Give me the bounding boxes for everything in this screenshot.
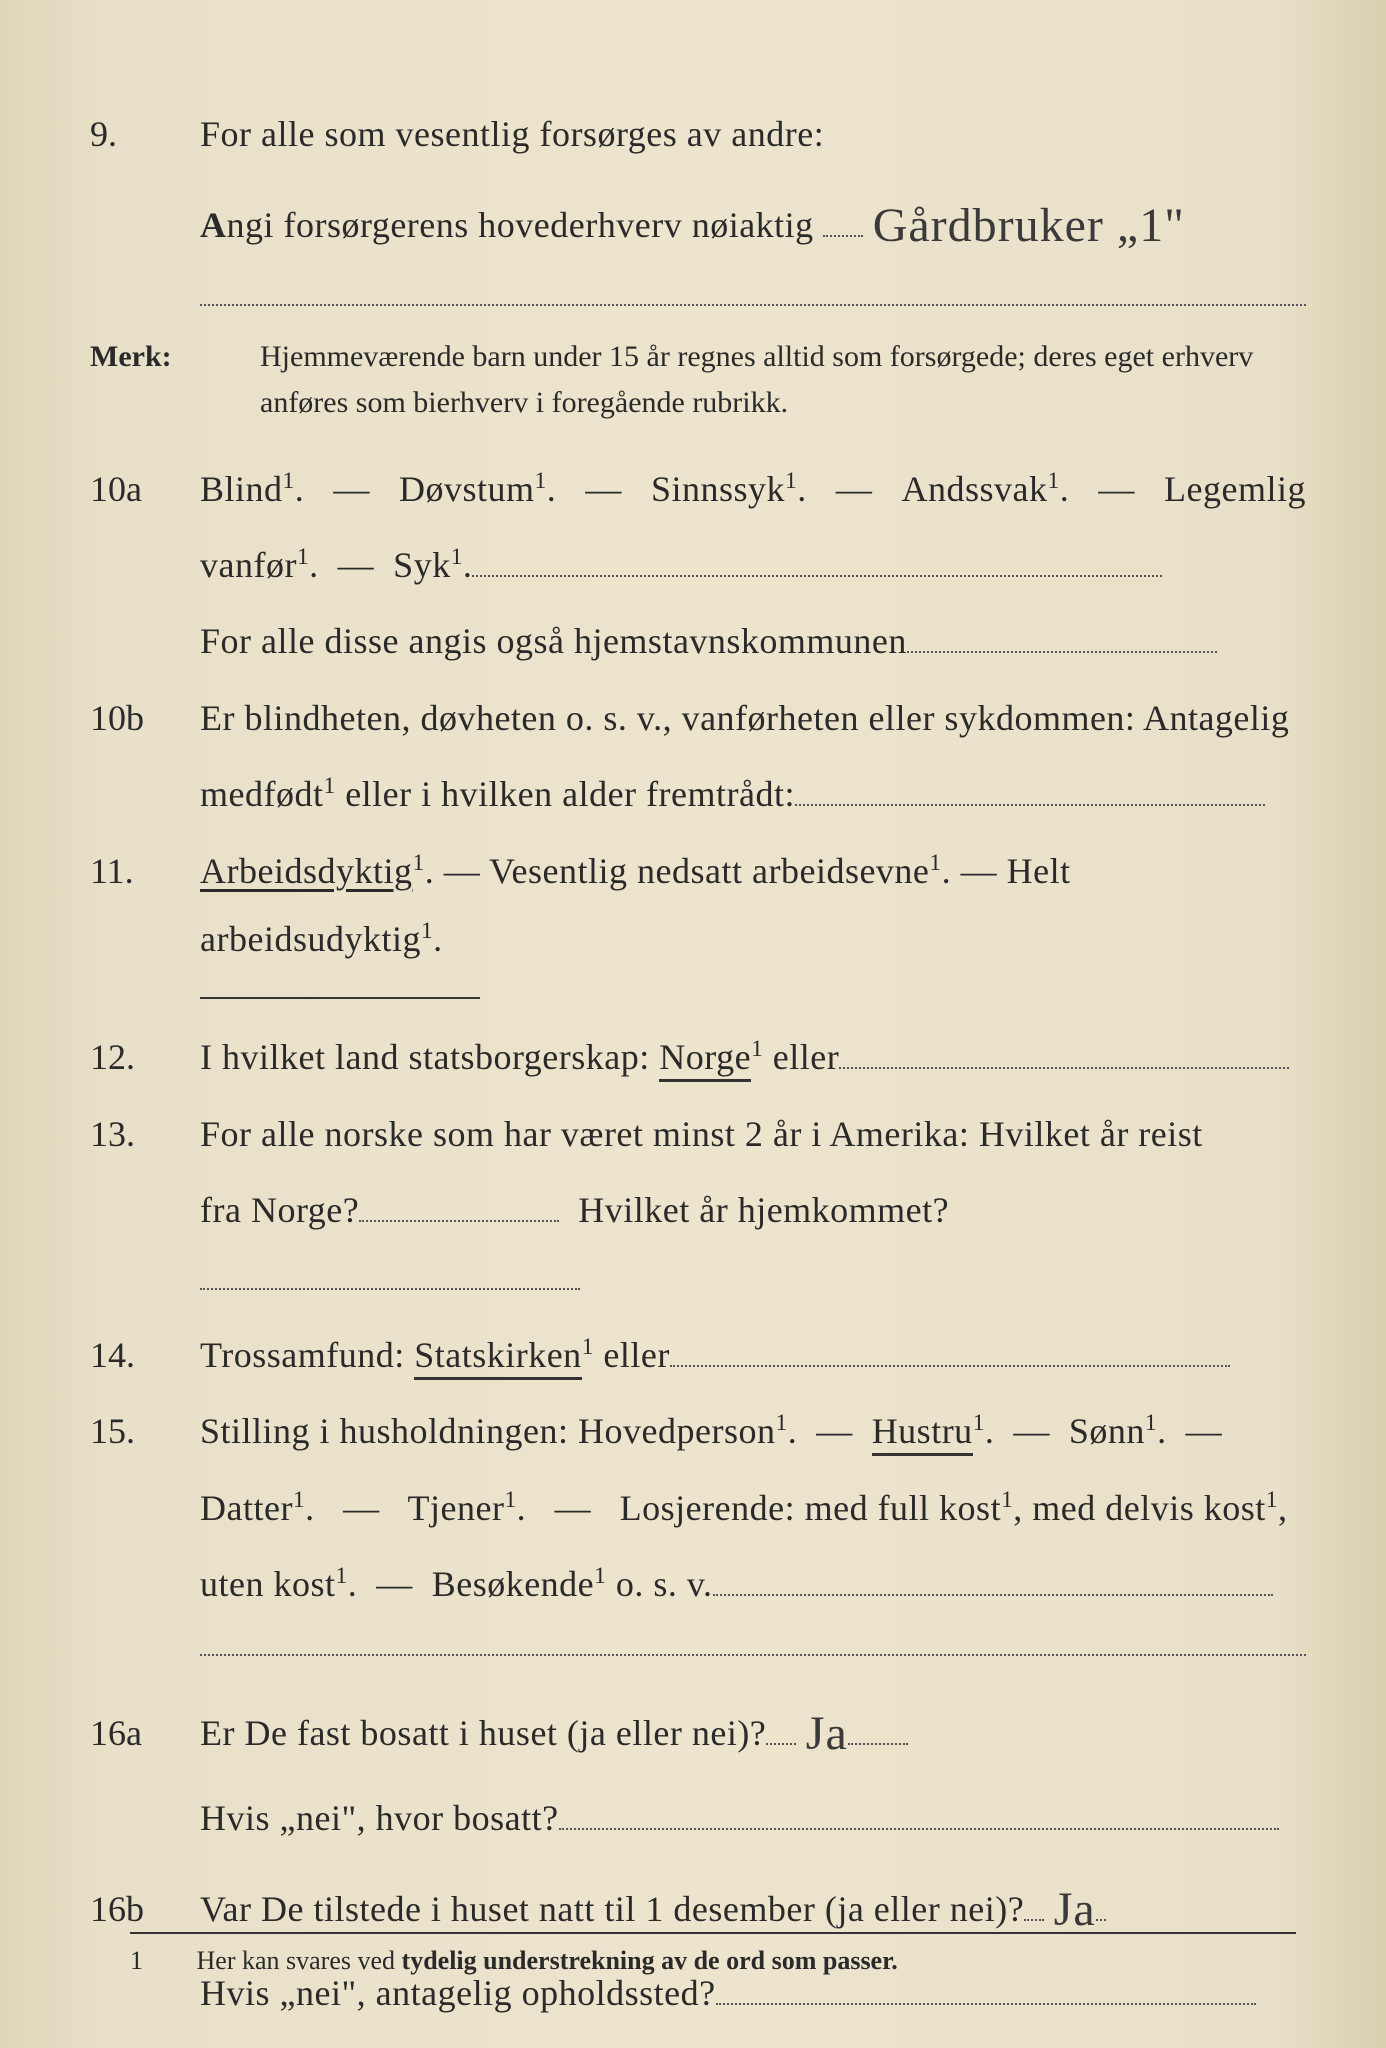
- divider: [200, 304, 1306, 306]
- footnote-text-a: Her kan svares ved: [197, 1946, 402, 1975]
- q10b-text2: eller i hvilken alder fremtrådt:: [336, 774, 795, 814]
- opt-sonn: Sønn: [1069, 1411, 1145, 1451]
- opt-dovstum: Døvstum: [399, 469, 535, 509]
- merk-label: Merk:: [90, 334, 260, 381]
- opt-vanfor: vanfør: [200, 545, 297, 585]
- q16a-question: Er De fast bosatt i huset (ja eller nei)…: [200, 1713, 766, 1753]
- opt-statskirken: Statskirken: [414, 1335, 581, 1380]
- q11-number: 11.: [90, 837, 200, 905]
- q12-text-b: eller: [763, 1037, 839, 1077]
- q16a-line1: 16a Er De fast bosatt i huset (ja eller …: [90, 1684, 1306, 1775]
- footnote: 1 Her kan svares ved tydelig understrekn…: [130, 1932, 1296, 1976]
- q14: 14. Trossamfund: Statskirken1 eller: [90, 1321, 1306, 1389]
- q10a-line2: vanfør1. — Syk1.: [90, 531, 1306, 599]
- q16a-number: 16a: [90, 1699, 200, 1767]
- q15-line1: 15. Stilling i husholdningen: Hovedperso…: [90, 1397, 1306, 1465]
- q13-line1: 13. For alle norske som har været minst …: [90, 1100, 1306, 1168]
- q9-line1: 9. For alle som vesentlig forsørges av a…: [90, 100, 1306, 168]
- footnote-text-b: tydelig understrekning av de ord som pas…: [402, 1946, 898, 1975]
- opt-uten-kost: uten kost: [200, 1564, 336, 1604]
- q10b-text1: Er blindheten, døvheten o. s. v., vanfør…: [200, 684, 1306, 752]
- divider-short: [200, 997, 480, 999]
- q16a-line2: Hvis „nei", hvor bosatt?: [90, 1784, 1306, 1852]
- opt-legemlig: Legemlig: [1164, 455, 1306, 523]
- q12-number: 12.: [90, 1023, 200, 1091]
- q12: 12. I hvilket land statsborgerskap: Norg…: [90, 1023, 1306, 1091]
- footnote-num: 1: [130, 1946, 190, 1976]
- q13-fra-norge: fra Norge?: [200, 1190, 359, 1230]
- opt-medfodt: medfødt: [200, 774, 323, 814]
- q10a-hjemstavn: For alle disse angis også hjemstavnskomm…: [200, 621, 907, 661]
- census-form-page: 9. For alle som vesentlig forsørges av a…: [0, 0, 1386, 2048]
- q10b-line2: medfødt1 eller i hvilken alder fremtrådt…: [90, 760, 1306, 828]
- opt-hustru: Hustru: [872, 1411, 973, 1456]
- q14-text-a: Trossamfund:: [200, 1335, 414, 1375]
- opt-arbeidsdyktig: Arbeidsdyktig: [200, 851, 412, 891]
- q15-number: 15.: [90, 1397, 200, 1465]
- q10a-number: 10a: [90, 455, 200, 523]
- q13-hjemkommet: Hvilket år hjemkommet?: [578, 1190, 949, 1230]
- q16b-handwritten-answer: Ja: [1054, 1883, 1096, 1936]
- opt-losjerende-full: Losjerende: med full kost: [620, 1488, 1001, 1528]
- opt-datter: Datter: [200, 1488, 293, 1528]
- q13-number: 13.: [90, 1100, 200, 1168]
- q15-hovedperson: Stilling i husholdningen: Hovedperson: [200, 1411, 775, 1451]
- q9-handwritten-answer: Gårdbruker „1": [873, 199, 1185, 252]
- merk-note: Merk: Hjemmeværende barn under 15 år reg…: [90, 334, 1306, 427]
- opt-norge: Norge: [659, 1037, 751, 1082]
- q9-number: 9.: [90, 100, 200, 168]
- q9-text1: For alle som vesentlig forsørges av andr…: [200, 100, 1306, 168]
- opt-syk: Syk: [393, 545, 451, 585]
- opt-blind: Blind: [200, 469, 283, 509]
- opt-delvis-kost: med delvis kost: [1032, 1488, 1265, 1528]
- opt-besokende: Besøkende: [432, 1564, 594, 1604]
- q12-text-a: I hvilket land statsborgerskap:: [200, 1037, 659, 1077]
- q10a-line1: 10a Blind1. — Døvstum1. — Sinnssyk1. — A…: [90, 455, 1306, 523]
- q10b-line1: 10b Er blindheten, døvheten o. s. v., va…: [90, 684, 1306, 752]
- opt-andssvak: Andssvak: [902, 469, 1048, 509]
- q14-text-b: eller: [594, 1335, 670, 1375]
- q9-angi: A: [200, 205, 227, 245]
- q10a-line3: For alle disse angis også hjemstavnskomm…: [90, 607, 1306, 675]
- opt-sinnssyk: Sinnssyk: [651, 469, 785, 509]
- q13-line2: fra Norge? Hvilket år hjemkommet?: [90, 1176, 1306, 1313]
- q16b-question: Var De tilstede i huset natt til 1 desem…: [200, 1889, 1024, 1929]
- q16a-hvis-nei: Hvis „nei", hvor bosatt?: [200, 1798, 559, 1838]
- q10b-number: 10b: [90, 684, 200, 752]
- q9-prefix: ngi forsørgerens hovederhverv nøiaktig: [227, 205, 814, 245]
- merk-text: Hjemmeværende barn under 15 år regnes al…: [260, 334, 1306, 427]
- q9-line2: Angi forsørgerens hovederhverv nøiaktig …: [90, 176, 1306, 267]
- q15-line3: uten kost1. — Besøkende1 o. s. v.: [90, 1550, 1306, 1618]
- q11: 11. Arbeidsdyktig1. — Vesentlig nedsatt …: [90, 837, 1306, 974]
- q16a-handwritten-answer: Ja: [806, 1707, 848, 1760]
- q16b-hvis-nei: Hvis „nei", antagelig opholdssted?: [200, 1973, 716, 2013]
- q15-line2: Datter1. — Tjener1. — Losjerende: med fu…: [90, 1474, 1306, 1542]
- q13-text1: For alle norske som har været minst 2 år…: [200, 1100, 1306, 1168]
- opt-nedsatt: Vesentlig nedsatt arbeidsevne: [489, 851, 929, 891]
- divider: [200, 1654, 1306, 1656]
- opt-tjener: Tjener: [408, 1488, 505, 1528]
- q15-osv: o. s. v.: [606, 1564, 712, 1604]
- q14-number: 14.: [90, 1321, 200, 1389]
